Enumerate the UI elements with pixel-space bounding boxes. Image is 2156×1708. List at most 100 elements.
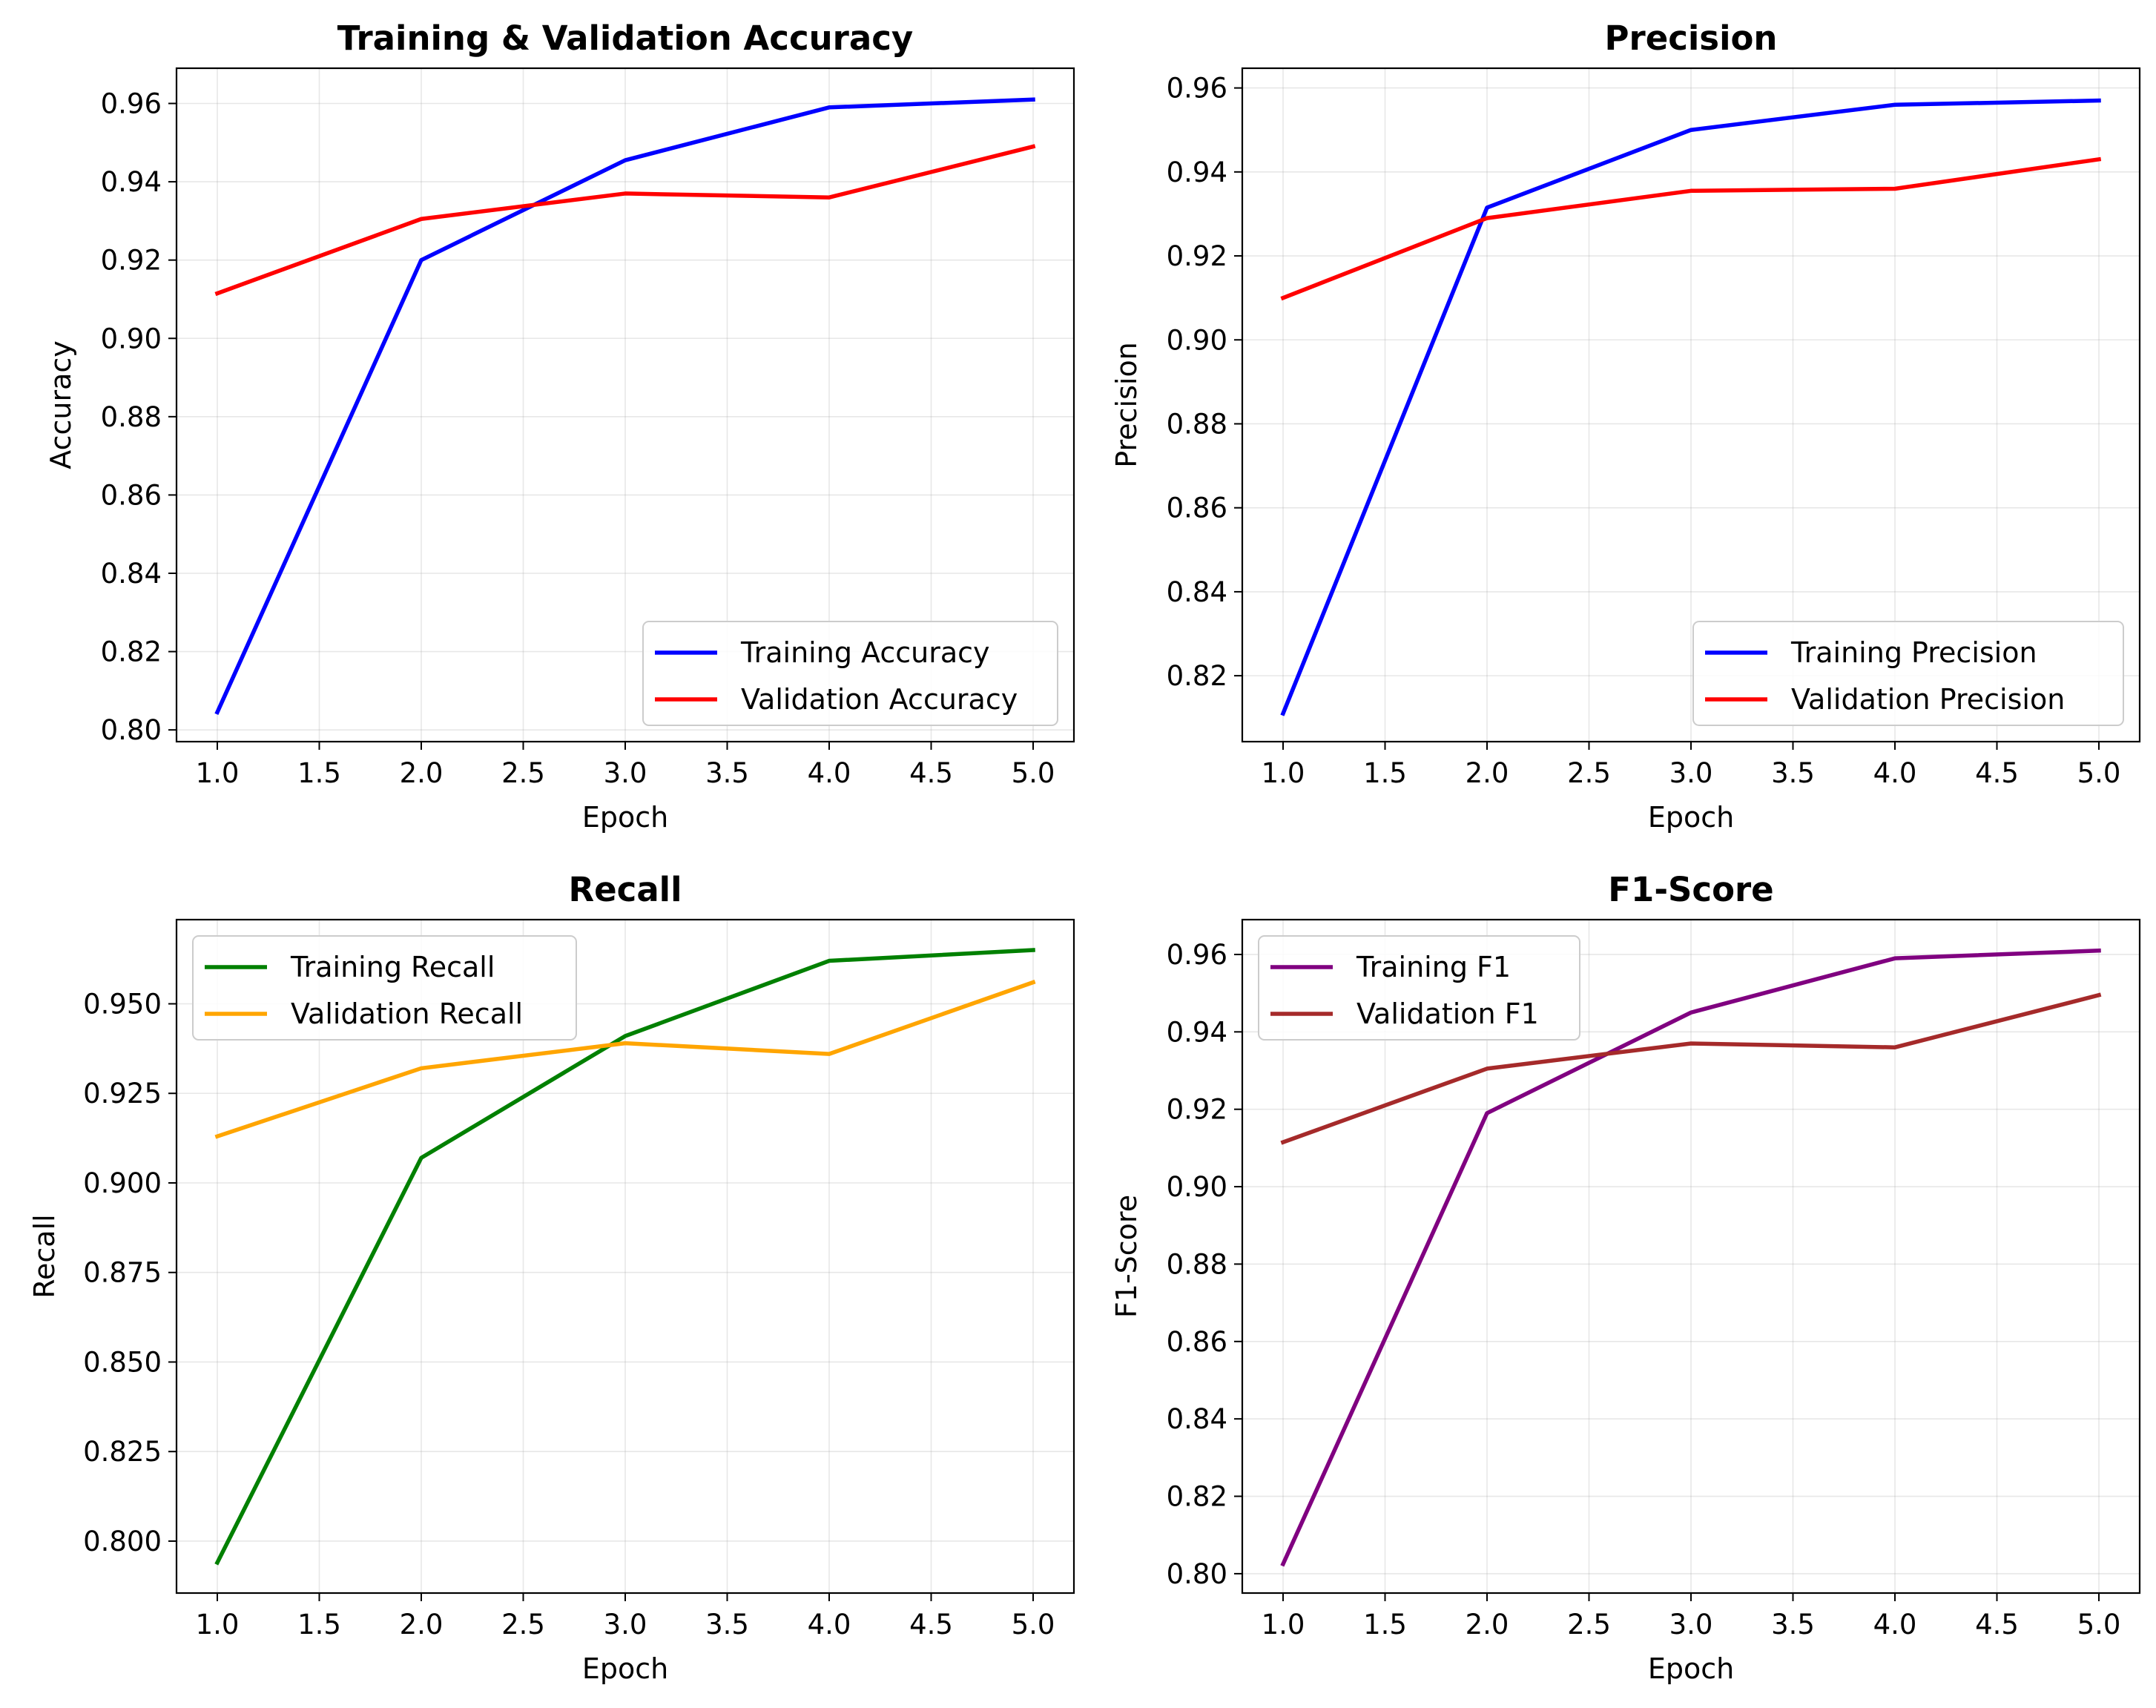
- y-tick-label: 0.92: [1167, 240, 1227, 272]
- chart-title: F1-Score: [1608, 870, 1773, 909]
- x-tick-label: 4.0: [1873, 1609, 1917, 1641]
- legend-label: Training F1: [1356, 951, 1511, 983]
- y-tick-label: 0.900: [83, 1167, 162, 1199]
- x-tick-label: 1.5: [297, 1609, 341, 1641]
- x-tick-label: 3.0: [604, 757, 647, 789]
- chart-panel-1: 1.0 1.5 2.0 2.5 3.0 3.5 4.0 4.5 5.0 0.80 0.82 0.84 0…: [44, 19, 1075, 834]
- y-tick-label: 0.80: [1167, 1558, 1227, 1590]
- x-axis-label: Epoch: [582, 801, 668, 834]
- legend-label: Training Accuracy: [740, 636, 990, 669]
- x-tick-label: 2.0: [1466, 1609, 1509, 1641]
- x-axis-label: Epoch: [1648, 1652, 1734, 1685]
- y-tick-label: 0.90: [101, 323, 162, 355]
- series-line-1: [1280, 948, 2101, 1567]
- y-tick-label: 0.84: [1167, 1403, 1227, 1435]
- x-tick-label: 3.5: [705, 1609, 749, 1641]
- legend-label: Validation Accuracy: [741, 683, 1018, 716]
- legend-box: [1258, 935, 1580, 1041]
- y-tick-label: 0.875: [83, 1257, 162, 1289]
- y-tick-label: 0.800: [83, 1526, 162, 1557]
- y-tick-label: 0.80: [101, 714, 162, 746]
- x-tick-label: 4.5: [1975, 757, 2019, 789]
- y-tick-label: 0.90: [1167, 1171, 1227, 1203]
- y-axis-label: F1-Score: [1110, 1195, 1143, 1318]
- x-tick-label: 1.0: [1262, 757, 1305, 789]
- x-tick-label: 3.5: [1771, 1609, 1815, 1641]
- y-tick-label: 0.82: [1167, 1481, 1227, 1513]
- x-tick-label: 4.0: [808, 757, 851, 789]
- legend-label: Validation Precision: [1791, 683, 2065, 716]
- grid: [177, 68, 1074, 742]
- x-tick-label: 1.5: [1363, 1609, 1407, 1641]
- x-tick-label: 1.0: [1262, 1609, 1305, 1641]
- y-tick-label: 0.84: [1167, 576, 1227, 608]
- x-tick-label: 5.0: [2077, 1609, 2121, 1641]
- y-tick-label: 0.92: [1167, 1094, 1227, 1126]
- x-tick-label: 1.5: [297, 757, 341, 789]
- series-line-1: [214, 948, 1035, 1566]
- x-tick-label: 1.0: [196, 1609, 240, 1641]
- y-tick-label: 0.90: [1167, 324, 1227, 356]
- y-axis-label: Accuracy: [44, 340, 77, 469]
- chart-panel-3: 1.0 1.5 2.0 2.5 3.0 3.5 4.0 4.5 5.0 0.800 0.825 0.8…: [28, 870, 1075, 1685]
- legend-label: Validation Recall: [291, 998, 523, 1030]
- series-line-2: [214, 980, 1036, 1139]
- x-tick-label: 1.0: [196, 757, 240, 789]
- x-tick-label: 2.5: [501, 1609, 545, 1641]
- x-tick-label: 3.0: [1669, 757, 1713, 789]
- x-axis-label: Epoch: [1648, 801, 1734, 834]
- y-tick-label: 0.94: [1167, 1016, 1227, 1048]
- series-line-1: [1280, 98, 2101, 716]
- series-line-1: [214, 97, 1035, 716]
- chart-title: Training & Validation Accuracy: [337, 19, 914, 58]
- chart-panel-4: 1.0 1.5 2.0 2.5 3.0 3.5 4.0 4.5 5.0 0.80 0.82 0.84 0…: [1110, 870, 2141, 1685]
- x-tick-label: 3.0: [1669, 1609, 1713, 1641]
- x-tick-label: 2.5: [1567, 757, 1611, 789]
- y-tick-label: 0.86: [101, 479, 162, 511]
- chart-panel-2: 1.0 1.5 2.0 2.5 3.0 3.5 4.0 4.5 5.0 0.82 0.84 0.86 0…: [1110, 19, 2141, 834]
- x-tick-label: 2.0: [400, 1609, 444, 1641]
- x-tick-label: 2.0: [1466, 757, 1509, 789]
- y-tick-label: 0.82: [101, 636, 162, 668]
- y-tick-label: 0.84: [101, 558, 162, 590]
- y-tick-label: 0.96: [1167, 939, 1227, 971]
- x-tick-label: 2.5: [1567, 1609, 1611, 1641]
- y-tick-label: 0.86: [1167, 1326, 1227, 1358]
- x-axis-label: Epoch: [582, 1652, 668, 1685]
- y-tick-label: 0.94: [1167, 156, 1227, 188]
- y-tick-label: 0.925: [83, 1078, 162, 1109]
- series-line-2: [1280, 992, 2102, 1145]
- y-tick-label: 0.96: [1167, 73, 1227, 105]
- series-line-2: [1280, 156, 2102, 301]
- legend-label: Training Recall: [290, 951, 495, 983]
- y-tick-label: 0.950: [83, 989, 162, 1020]
- legend: Training Recall Validation Recall: [192, 935, 577, 1041]
- y-axis-label: Recall: [28, 1214, 61, 1298]
- legend-box: [642, 621, 1058, 726]
- y-axis-label: Precision: [1110, 342, 1143, 468]
- legend: Training F1 Validation F1: [1258, 935, 1580, 1041]
- x-tick-label: 3.5: [1771, 757, 1815, 789]
- y-tick-label: 0.88: [1167, 408, 1227, 440]
- x-tick-label: 1.5: [1363, 757, 1407, 789]
- legend-box: [192, 935, 577, 1041]
- x-tick-label: 2.5: [501, 757, 545, 789]
- x-tick-label: 3.5: [705, 757, 749, 789]
- y-tick-label: 0.825: [83, 1436, 162, 1468]
- y-tick-label: 0.92: [101, 245, 162, 277]
- y-tick-label: 0.850: [83, 1346, 162, 1378]
- grid: [1242, 68, 2140, 742]
- y-tick-label: 0.88: [101, 401, 162, 433]
- x-tick-label: 4.0: [808, 1609, 851, 1641]
- x-tick-label: 4.0: [1873, 757, 1917, 789]
- legend: Training Accuracy Validation Accuracy: [642, 621, 1058, 726]
- x-tick-label: 3.0: [604, 1609, 647, 1641]
- legend: Training Precision Validation Precision: [1692, 621, 2124, 726]
- x-tick-label: 5.0: [1012, 1609, 1055, 1641]
- x-tick-label: 4.5: [1975, 1609, 2019, 1641]
- x-tick-label: 5.0: [1012, 757, 1055, 789]
- x-tick-label: 5.0: [2077, 757, 2121, 789]
- legend-label: Validation F1: [1356, 998, 1539, 1030]
- y-tick-label: 0.94: [101, 166, 162, 198]
